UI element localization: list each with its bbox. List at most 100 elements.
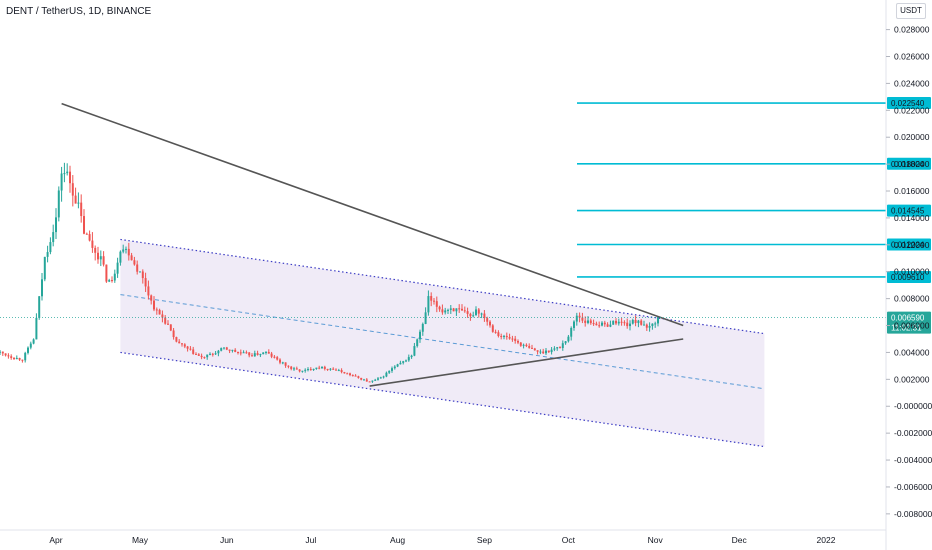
- fib-level-badge: [887, 157, 931, 170]
- y-tick-label: -0.002000: [894, 428, 932, 438]
- candle-body: [335, 369, 337, 371]
- candle-body: [195, 353, 197, 355]
- candle-body: [253, 353, 256, 357]
- fib-level-label: 0.009610: [891, 273, 925, 282]
- candle-body: [315, 367, 318, 369]
- candle-body: [407, 357, 410, 361]
- candle-body: [169, 324, 172, 331]
- candle-body: [525, 344, 528, 347]
- candle-body: [217, 350, 220, 354]
- y-tick-label: 0.020000: [894, 132, 930, 142]
- candle-body: [623, 322, 626, 324]
- fib-level-badge: [887, 238, 931, 251]
- candle-body: [13, 357, 15, 360]
- candle-body: [329, 368, 332, 370]
- candle-body: [301, 370, 304, 372]
- candle-body: [410, 355, 413, 358]
- candle-body: [416, 339, 419, 347]
- x-tick-label: Dec: [732, 535, 748, 545]
- candle-body: [640, 320, 643, 325]
- candle-body: [399, 362, 402, 365]
- y-tick-label: 0.008000: [894, 294, 930, 304]
- candle-body: [239, 352, 242, 354]
- candle-body: [307, 369, 309, 371]
- candle-body: [38, 296, 41, 318]
- candle-body: [629, 323, 631, 327]
- y-tick-label: 0.006000: [894, 321, 930, 331]
- x-tick-label: 2022: [817, 535, 836, 545]
- candle-body: [97, 252, 99, 260]
- candle-body: [449, 308, 452, 310]
- candle-body: [500, 336, 503, 338]
- symbol-title: DENT / TetherUS, 1D, BINANCE: [6, 6, 152, 17]
- candle-body: [178, 341, 181, 344]
- candle-body: [57, 190, 60, 218]
- candle-body: [80, 202, 83, 217]
- y-tick-label: 0.010000: [894, 267, 930, 277]
- candle-body: [105, 264, 108, 282]
- candle-body: [175, 337, 178, 342]
- fib-level-badge: [887, 270, 931, 283]
- y-tick-label: 0.016000: [894, 186, 930, 196]
- candle-body: [242, 352, 245, 354]
- candle-body: [458, 308, 461, 310]
- candle-body: [480, 313, 483, 315]
- candle-body: [424, 312, 427, 324]
- candle-body: [206, 354, 209, 358]
- candle-body: [298, 369, 301, 372]
- candle-body: [231, 349, 234, 351]
- candle-body: [447, 309, 449, 311]
- candle-body: [77, 202, 80, 204]
- candle-body: [155, 309, 158, 311]
- trendlines[interactable]: [61, 102, 684, 387]
- candle-body: [536, 350, 539, 352]
- y-tick-label: 0.022000: [894, 105, 930, 115]
- y-tick-label: 0.004000: [894, 347, 930, 357]
- candle-body: [248, 352, 251, 356]
- candle-body: [318, 367, 321, 369]
- candle-body: [463, 310, 466, 312]
- candle-body: [284, 362, 287, 366]
- candle-body: [455, 308, 458, 312]
- candle-body: [511, 338, 514, 340]
- x-tick-label: Jun: [220, 535, 234, 545]
- candle-body: [309, 369, 312, 371]
- candle-body: [111, 280, 113, 282]
- candle-body: [435, 301, 438, 307]
- candle-body: [29, 343, 32, 348]
- channel-upper-line: [120, 238, 765, 335]
- candle-body: [343, 372, 346, 374]
- candle-body: [15, 357, 18, 360]
- candle-body: [452, 308, 455, 312]
- candle-body: [581, 317, 584, 321]
- candle-body: [52, 232, 55, 243]
- candle-body: [340, 370, 343, 373]
- candle-body: [567, 336, 570, 342]
- candle-body: [256, 353, 259, 355]
- candle-body: [346, 373, 349, 375]
- candle-body: [489, 321, 491, 326]
- candle-body: [382, 376, 385, 378]
- candle-body: [267, 351, 270, 354]
- candle-body: [43, 256, 46, 280]
- candle-body: [192, 349, 195, 354]
- candle-body: [32, 339, 35, 344]
- candle-body: [648, 326, 651, 328]
- candle-body: [270, 353, 273, 357]
- currency-button[interactable]: USDT: [896, 3, 926, 19]
- candle-body: [559, 347, 561, 349]
- candle-body: [237, 351, 239, 353]
- candle-body: [158, 309, 161, 315]
- candle-body: [626, 322, 629, 327]
- candle-body: [265, 351, 267, 353]
- candle-body: [503, 335, 505, 337]
- candle-body: [290, 366, 293, 369]
- candle-body: [228, 349, 231, 351]
- candle-body: [405, 360, 407, 362]
- candle-body: [433, 300, 435, 302]
- candle-body: [517, 340, 519, 343]
- parallel-channel[interactable]: [120, 238, 765, 448]
- candle-body: [312, 368, 315, 370]
